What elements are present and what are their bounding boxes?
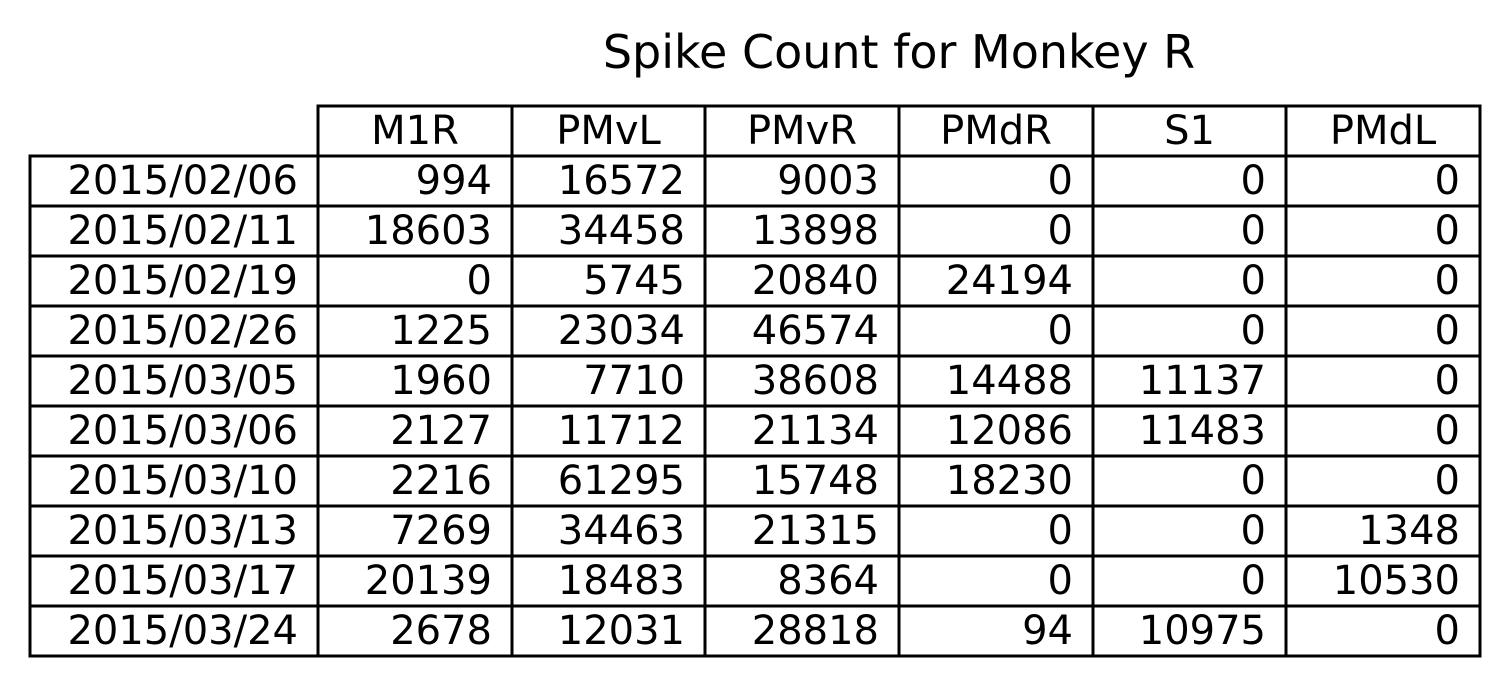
cell-value: 0 (1241, 208, 1266, 254)
chart-title: Spike Count for Monkey R (602, 25, 1196, 79)
cell-value: 18230 (946, 458, 1073, 504)
cell-value: 7269 (390, 508, 492, 554)
cell-value: 1348 (1358, 508, 1460, 554)
cell-value: 20139 (365, 558, 492, 604)
column-header: PMdR (940, 108, 1052, 154)
cell-value: 15748 (752, 458, 879, 504)
cell-value: 13898 (752, 208, 879, 254)
cell-value: 16572 (558, 158, 685, 204)
cell-value: 0 (1241, 508, 1266, 554)
cell-value: 2678 (390, 608, 492, 654)
cell-value: 61295 (558, 458, 685, 504)
cell-value: 18603 (365, 208, 492, 254)
cell-value: 10530 (1333, 558, 1460, 604)
cell-value: 11712 (558, 408, 685, 454)
cell-value: 28818 (752, 608, 879, 654)
cell-value: 11137 (1139, 358, 1266, 404)
column-header: PMvR (747, 108, 857, 154)
cell-value: 7710 (583, 358, 685, 404)
cell-value: 18483 (558, 558, 685, 604)
row-label: 2015/03/05 (67, 358, 298, 404)
cell-value: 0 (1048, 158, 1073, 204)
cell-value: 12086 (946, 408, 1073, 454)
cell-value: 21315 (752, 508, 879, 554)
cell-value: 0 (1435, 608, 1460, 654)
cell-value: 34458 (558, 208, 685, 254)
cell-value: 0 (1435, 458, 1460, 504)
column-header: M1R (371, 108, 459, 154)
cell-value: 8364 (777, 558, 879, 604)
cell-value: 0 (1048, 308, 1073, 354)
cell-value: 24194 (946, 258, 1073, 304)
cell-value: 0 (1435, 258, 1460, 304)
cell-value: 0 (1048, 208, 1073, 254)
cell-value: 1225 (390, 308, 492, 354)
cell-value: 2127 (390, 408, 492, 454)
cell-value: 0 (1048, 558, 1073, 604)
cell-value: 21134 (752, 408, 879, 454)
row-label: 2015/03/17 (67, 558, 298, 604)
cell-value: 0 (1241, 458, 1266, 504)
cell-value: 38608 (752, 358, 879, 404)
cell-value: 0 (1241, 258, 1266, 304)
cell-value: 34463 (558, 508, 685, 554)
cell-value: 2216 (390, 458, 492, 504)
column-header: PMvL (556, 108, 661, 154)
cell-value: 0 (1241, 158, 1266, 204)
cell-value: 1960 (390, 358, 492, 404)
cell-value: 0 (1435, 158, 1460, 204)
cell-value: 10975 (1139, 608, 1266, 654)
cell-value: 0 (1435, 208, 1460, 254)
cell-value: 23034 (558, 308, 685, 354)
cell-value: 0 (1435, 408, 1460, 454)
cell-value: 94 (1022, 608, 1073, 654)
row-label: 2015/02/26 (67, 308, 298, 354)
cell-value: 0 (467, 258, 492, 304)
cell-value: 0 (1241, 558, 1266, 604)
cell-value: 994 (416, 158, 492, 204)
cell-value: 11483 (1139, 408, 1266, 454)
cell-value: 0 (1435, 358, 1460, 404)
table-cell (1284, 604, 1482, 658)
cell-value: 0 (1241, 308, 1266, 354)
row-label: 2015/02/06 (67, 158, 298, 204)
row-label: 2015/02/19 (67, 258, 298, 304)
row-label: 2015/03/10 (67, 458, 298, 504)
cell-value: 0 (1435, 308, 1460, 354)
row-label: 2015/02/11 (67, 208, 298, 254)
cell-value: 46574 (752, 308, 879, 354)
row-label: 2015/03/24 (67, 608, 298, 654)
cell-value: 0 (1048, 508, 1073, 554)
column-header: S1 (1164, 108, 1215, 154)
cell-value: 12031 (558, 608, 685, 654)
column-header: PMdL (1330, 108, 1437, 154)
cell-value: 14488 (946, 358, 1073, 404)
row-label: 2015/03/13 (67, 508, 298, 554)
cell-value: 20840 (752, 258, 879, 304)
cell-value: 5745 (583, 258, 685, 304)
cell-value: 9003 (777, 158, 879, 204)
row-label: 2015/03/06 (67, 408, 298, 454)
